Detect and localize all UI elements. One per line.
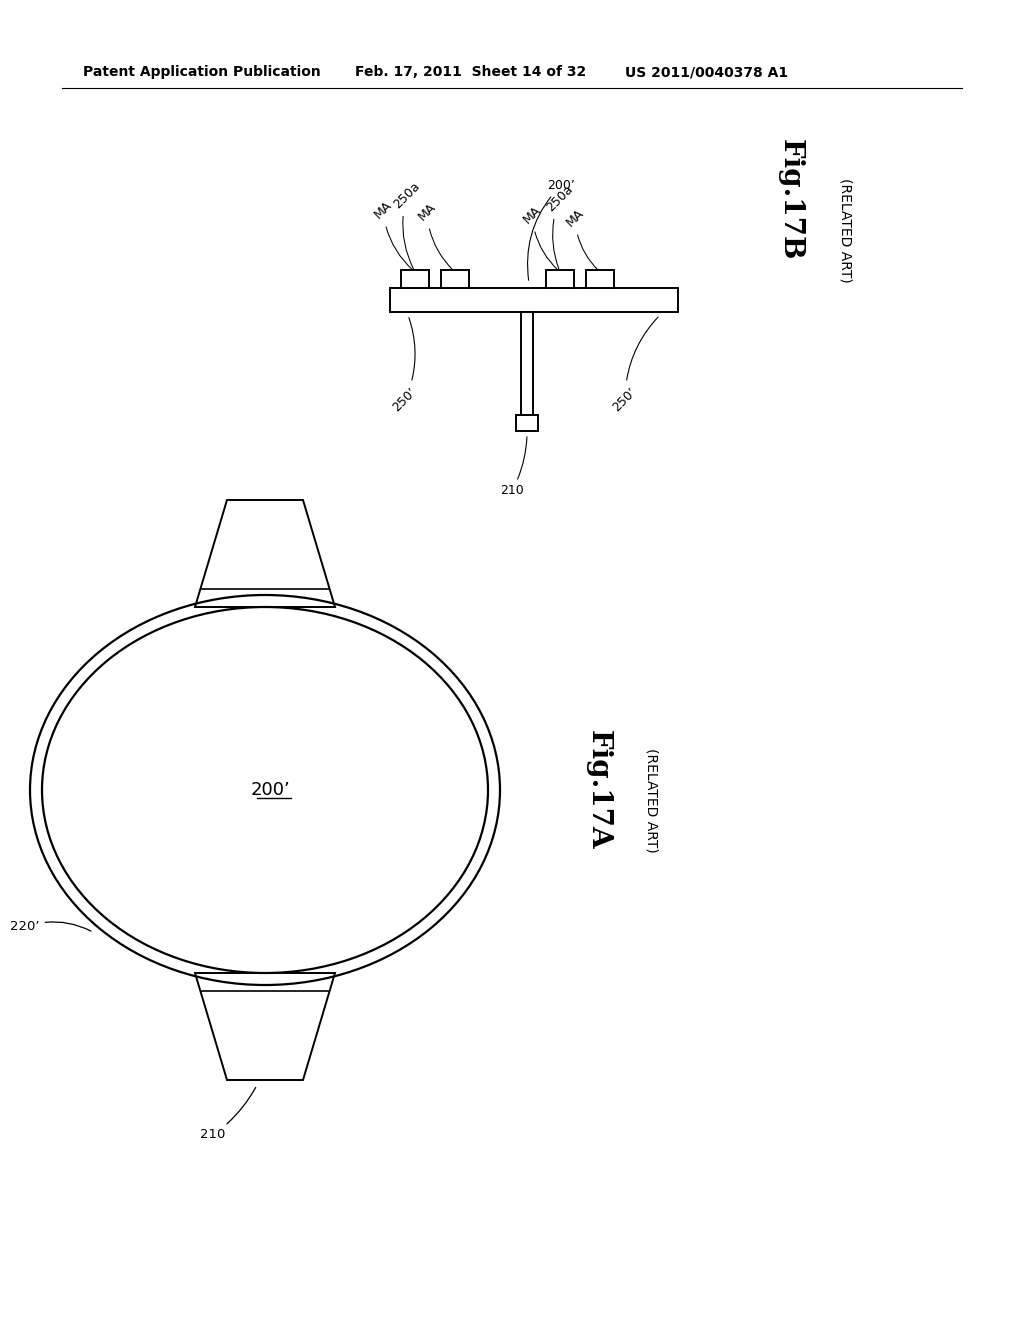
Text: 210: 210 [500,437,527,498]
Text: MA: MA [416,201,453,271]
Text: MA: MA [563,207,598,271]
Text: Fig.17A: Fig.17A [585,730,611,850]
Text: MA: MA [372,198,413,271]
Text: 220’: 220’ [10,920,91,933]
Bar [390,288,678,312]
Text: MA: MA [520,203,558,271]
Text: US 2011/0040378 A1: US 2011/0040378 A1 [625,65,788,79]
Text: Feb. 17, 2011  Sheet 14 of 32: Feb. 17, 2011 Sheet 14 of 32 [355,65,587,79]
Text: 200’: 200’ [250,781,290,799]
Text: (RELATED ART): (RELATED ART) [838,178,852,282]
Text: 250’: 250’ [610,317,658,414]
Text: (RELATED ART): (RELATED ART) [645,747,659,853]
Text: Patent Application Publication: Patent Application Publication [83,65,321,79]
Text: 200’: 200’ [527,180,574,280]
Bar [521,312,534,414]
Text: 250a: 250a [391,180,423,269]
Bar [586,271,614,288]
Text: 250a: 250a [544,182,575,269]
Text: 210: 210 [201,1088,256,1142]
Bar [546,271,574,288]
Bar [441,271,469,288]
Bar [516,414,538,432]
Bar [401,271,429,288]
Text: Fig.17B: Fig.17B [776,140,804,260]
Text: 250’: 250’ [390,318,420,414]
